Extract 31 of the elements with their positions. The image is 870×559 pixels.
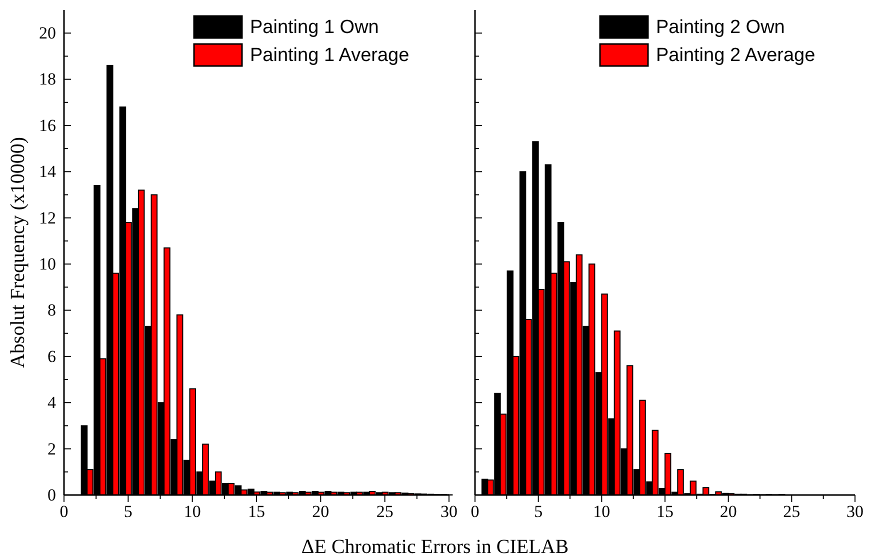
x-tick-label: 25 [783, 502, 800, 522]
x-tick-label: 10 [593, 502, 610, 522]
y-tick-label: 14 [39, 162, 56, 182]
x-tick-label: 5 [534, 502, 543, 522]
x-tick-label: 20 [720, 502, 737, 522]
y-tick-label: 0 [48, 485, 56, 504]
x-tick-label: 30 [846, 502, 864, 522]
legend-label: Painting 1 Own [250, 17, 379, 38]
x-tick-label: 10 [184, 502, 201, 522]
y-tick-label: 20 [39, 24, 56, 43]
legend-label: Painting 2 Average [656, 45, 816, 66]
x-tick-label: 15 [656, 502, 674, 522]
y-tick-label: 16 [39, 116, 56, 135]
x-tick-label: 5 [124, 502, 132, 522]
y-tick-label: 2 [48, 439, 56, 458]
x-tick-label: 30 [440, 502, 458, 522]
x-tick-label: 25 [376, 502, 394, 522]
y-tick-label: 6 [48, 346, 56, 366]
x-tick-label: 0 [470, 502, 480, 522]
x-tick-label: 20 [312, 502, 330, 522]
y-tick-label: 8 [48, 300, 56, 320]
y-tick-label: 18 [39, 70, 56, 89]
y-axis-title: Absolut Frequency (x10000) [7, 136, 29, 368]
legend-label: Painting 2 Own [656, 17, 785, 38]
legend-label: Painting 1 Average [250, 45, 410, 66]
x-axis-title: ΔE Chromatic Errors in CIELAB [301, 536, 569, 558]
y-tick-label: 10 [39, 254, 56, 274]
x-tick-label: 0 [60, 502, 68, 522]
y-tick-label: 4 [48, 393, 56, 412]
x-tick-label: 15 [248, 502, 265, 522]
y-tick-label: 12 [39, 208, 56, 228]
